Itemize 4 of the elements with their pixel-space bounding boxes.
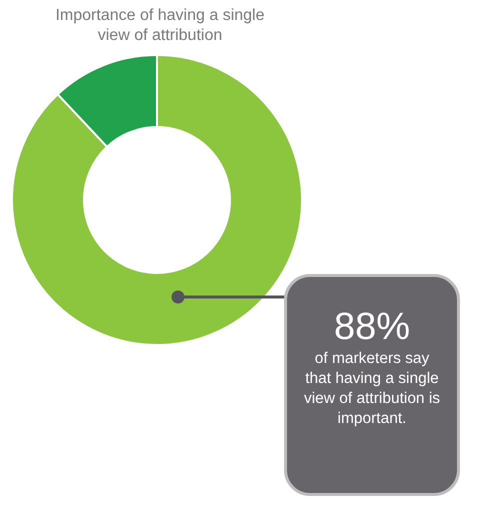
chart-title: Importance of having a single view of attribution	[54, 6, 266, 46]
text: 88%	[332, 306, 412, 348]
text: of marketers say that having a single view of attribution is important.	[302, 349, 442, 429]
donut-slice	[11, 54, 303, 346]
